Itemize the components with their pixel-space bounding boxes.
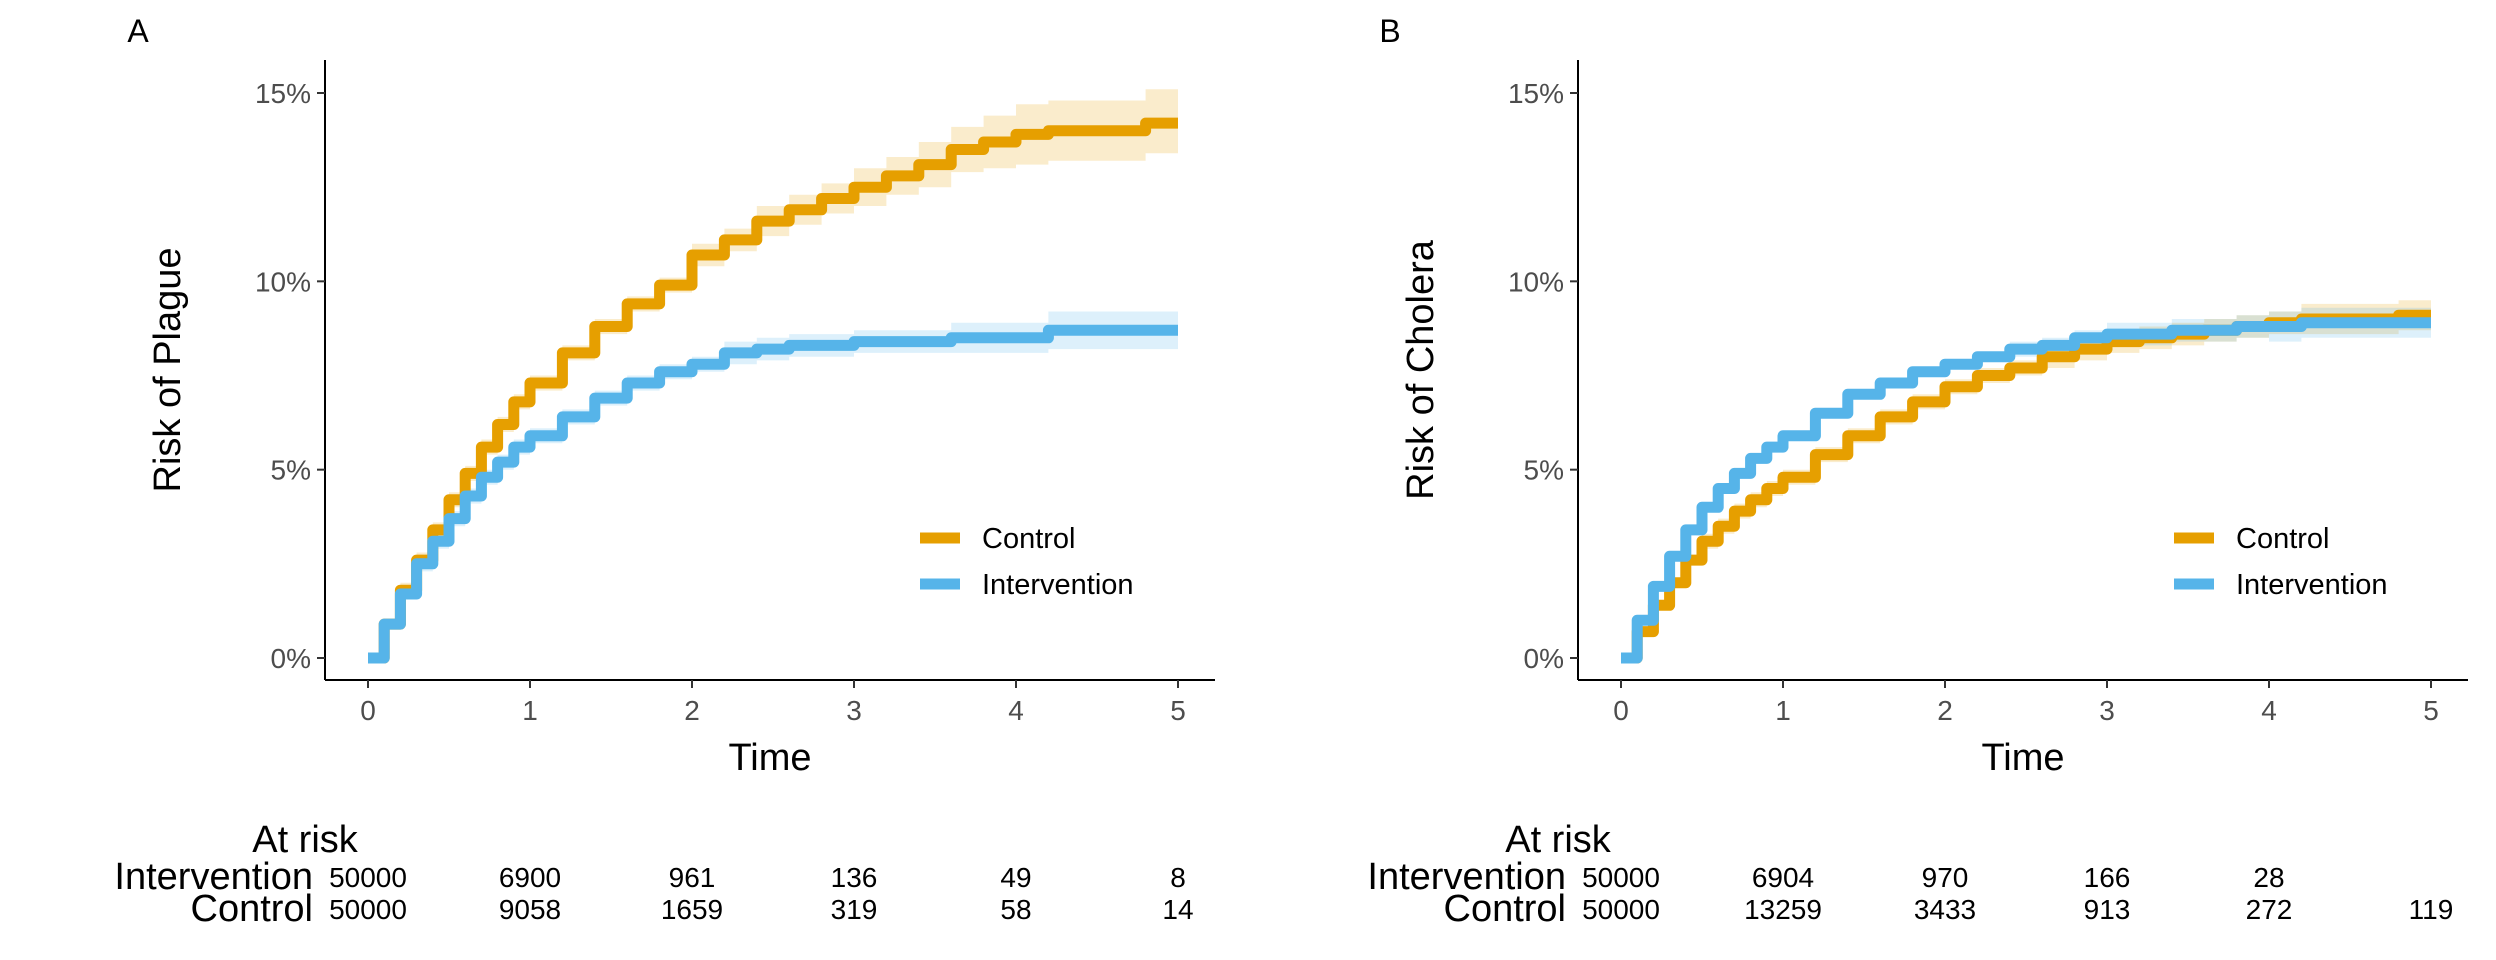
- at-risk-count: 6900: [499, 862, 561, 893]
- chart-panel-a: A 0% 5% 10% 15% 0 1 2 3 4 5 Time Risk of Plague Contr…: [114, 13, 1215, 930]
- x-tick-label: 2: [684, 695, 700, 726]
- series-line-control: [1621, 309, 2431, 664]
- at-risk-group-label: Intervention: [114, 856, 313, 898]
- legend-label: Intervention: [2236, 569, 2388, 601]
- x-tick-label: 1: [522, 695, 538, 726]
- at-risk-count: 961: [669, 862, 716, 893]
- at-risk-count: 9058: [499, 894, 561, 925]
- y-tick-label: 5%: [1524, 455, 1564, 486]
- at-risk-count: 14: [1162, 894, 1193, 925]
- ci-band-control: [368, 89, 1178, 658]
- at-risk-count: 913: [2084, 894, 2131, 925]
- at-risk-count: 50000: [1582, 862, 1660, 893]
- y-tick-label: 0%: [271, 643, 311, 674]
- at-risk-count: 49: [1000, 862, 1031, 893]
- x-tick-label: 5: [1170, 695, 1186, 726]
- at-risk-title: At risk: [1505, 819, 1612, 861]
- at-risk-count: 136: [831, 862, 878, 893]
- ci-band-intervention: [1621, 307, 2431, 658]
- x-tick-label: 1: [1775, 695, 1791, 726]
- at-risk-count: 119: [2409, 894, 2454, 925]
- x-tick-label: 3: [2099, 695, 2115, 726]
- x-tick-label: 3: [846, 695, 862, 726]
- x-tick-label: 0: [1613, 695, 1629, 726]
- panel-label: B: [1379, 13, 1400, 49]
- legend-label: Intervention: [982, 569, 1134, 601]
- at-risk-group-label: Control: [1444, 888, 1567, 930]
- at-risk-group-label: Intervention: [1367, 856, 1566, 898]
- x-tick-label: 0: [360, 695, 376, 726]
- x-axis-title: Time: [1981, 737, 2064, 779]
- y-tick-label: 15%: [1508, 78, 1564, 109]
- y-tick-label: 10%: [1508, 266, 1564, 297]
- at-risk-count: 8: [1170, 862, 1186, 893]
- y-tick-label: 10%: [255, 266, 311, 297]
- y-tick-label: 0%: [1524, 643, 1564, 674]
- at-risk-count: 58: [1000, 894, 1031, 925]
- series-line-intervention: [1621, 317, 2431, 664]
- at-risk-count: 50000: [1582, 894, 1660, 925]
- x-tick-label: 4: [1008, 695, 1024, 726]
- y-axis-title: Risk of Plague: [147, 247, 189, 492]
- at-risk-group-label: Control: [191, 888, 314, 930]
- at-risk-count: 166: [2084, 862, 2131, 893]
- panel-label: A: [127, 13, 149, 49]
- at-risk-count: 319: [831, 894, 878, 925]
- at-risk-count: 13259: [1744, 894, 1822, 925]
- at-risk-title: At risk: [252, 819, 359, 861]
- x-tick-label: 5: [2423, 695, 2439, 726]
- y-tick-label: 15%: [255, 78, 311, 109]
- at-risk-count: 28: [2253, 862, 2284, 893]
- at-risk-count: 50000: [329, 894, 407, 925]
- series-line-intervention: [368, 324, 1178, 664]
- ci-band-intervention: [368, 311, 1178, 658]
- x-axis-title: Time: [728, 737, 811, 779]
- at-risk-count: 272: [2246, 894, 2293, 925]
- x-tick-label: 4: [2261, 695, 2277, 726]
- at-risk-count: 970: [1922, 862, 1969, 893]
- x-tick-label: 2: [1937, 695, 1953, 726]
- chart-panel-b: B 0% 5% 10% 15% 0 1 2 3 4 5 Time Risk of Cholera Cont…: [1367, 13, 2468, 930]
- at-risk-count: 3433: [1914, 894, 1976, 925]
- at-risk-count: 1659: [661, 894, 723, 925]
- y-tick-label: 5%: [271, 455, 311, 486]
- legend-label: Control: [2236, 523, 2330, 555]
- at-risk-count: 50000: [329, 862, 407, 893]
- y-axis-title: Risk of Cholera: [1400, 239, 1442, 500]
- legend-label: Control: [982, 523, 1076, 555]
- at-risk-count: 6904: [1752, 862, 1814, 893]
